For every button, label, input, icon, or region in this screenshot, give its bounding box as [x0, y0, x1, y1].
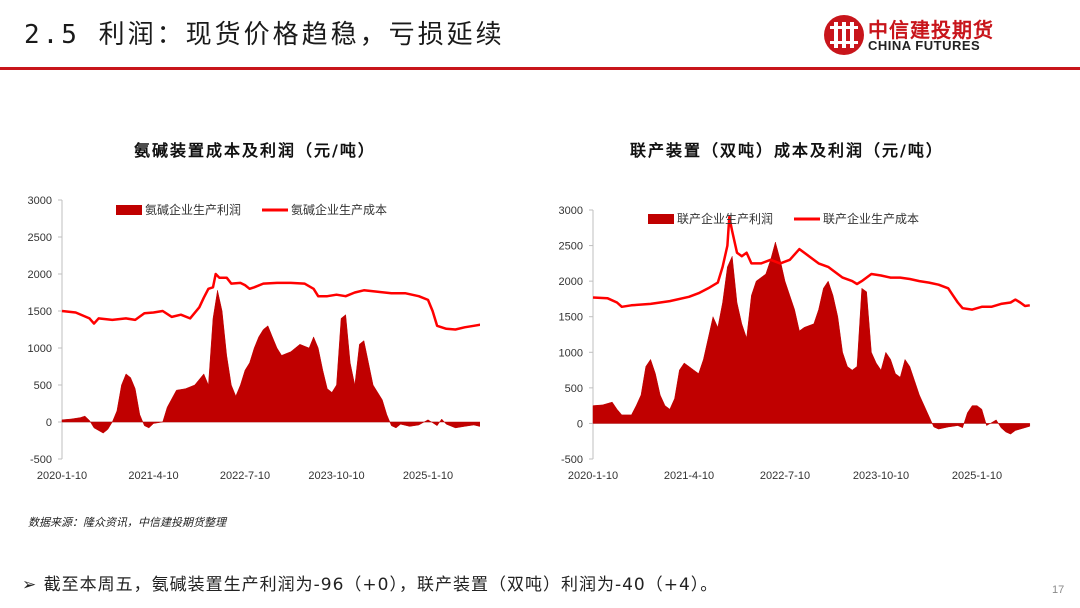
chart-ammonia-soda: -500 0 500 1000 1500 2000 2500 3000 2020-1-10 202… — [28, 195, 480, 482]
y-tick-label: -500 — [561, 454, 583, 466]
page-number: 17 — [1052, 584, 1065, 596]
x-tick-label: 2025-1-10 — [952, 470, 1002, 482]
y-tick-label: 1500 — [28, 306, 52, 318]
y-tick-label: 2000 — [559, 276, 583, 288]
x-tick-label: 2021-4-10 — [664, 470, 714, 482]
page-title: 2.5 利润：现货价格趋稳，亏损延续 — [24, 20, 505, 50]
company-logo — [824, 15, 864, 55]
y-tick-label: 2500 — [559, 241, 583, 253]
y-tick-label: 3000 — [28, 195, 52, 207]
y-tick-label: 0 — [46, 417, 52, 429]
bullet-arrow-icon: ➢ — [22, 575, 38, 595]
x-tick-label: 2021-4-10 — [128, 470, 178, 482]
logo-name-en: CHINA FUTURES — [868, 38, 981, 53]
profit-area-series — [61, 290, 480, 434]
chart-1-title: 氨碱装置成本及利润（元/吨） — [134, 141, 376, 160]
logo-name-cn: 中信建投期货 — [868, 18, 994, 42]
x-tick-label: 2020-1-10 — [37, 470, 87, 482]
legend-label-cost: 氨碱企业生产成本 — [291, 202, 387, 217]
legend-label-profit: 氨碱企业生产利润 — [145, 202, 241, 217]
summary-bullet: ➢ 截至本周五，氨碱装置生产利润为-96（+0），联产装置（双吨）利润为-40（… — [22, 570, 718, 595]
y-tick-label: 500 — [565, 383, 583, 395]
header-rule — [0, 67, 1080, 70]
x-tick-label: 2022-7-10 — [220, 470, 270, 482]
x-tick-label: 2022-7-10 — [760, 470, 810, 482]
legend-label-profit: 联产企业生产利润 — [677, 211, 773, 226]
y-tick-label: 3000 — [559, 205, 583, 217]
profit-area-series — [592, 241, 1031, 435]
y-tick-label: 1500 — [559, 312, 583, 324]
legend-label-cost: 联产企业生产成本 — [823, 211, 919, 226]
x-tick-label: 2023-10-10 — [853, 470, 909, 482]
legend-swatch-profit — [116, 205, 142, 215]
cost-line-series — [61, 272, 480, 331]
chart-joint-production: -500 0 500 1000 1500 2000 2500 3000 2020-1-10 202… — [559, 205, 1031, 482]
x-tick-label: 2025-1-10 — [403, 470, 453, 482]
x-tick-label: 2020-1-10 — [568, 470, 618, 482]
chart-2-title: 联产装置（双吨）成本及利润（元/吨） — [630, 141, 944, 160]
y-tick-label: 2500 — [28, 232, 52, 244]
x-tick-label: 2023-10-10 — [308, 470, 364, 482]
y-tick-label: -500 — [30, 454, 52, 466]
y-tick-label: 1000 — [559, 347, 583, 359]
y-tick-label: 2000 — [28, 269, 52, 281]
summary-text: 截至本周五，氨碱装置生产利润为-96（+0），联产装置（双吨）利润为-40（+4… — [43, 575, 719, 595]
cost-line-series — [592, 215, 1030, 311]
y-tick-label: 500 — [34, 380, 52, 392]
y-tick-label: 1000 — [28, 343, 52, 355]
data-source-note: 数据来源：隆众资讯，中信建投期货整理 — [28, 516, 226, 529]
y-tick-label: 0 — [577, 418, 583, 430]
legend-swatch-profit — [648, 214, 674, 224]
